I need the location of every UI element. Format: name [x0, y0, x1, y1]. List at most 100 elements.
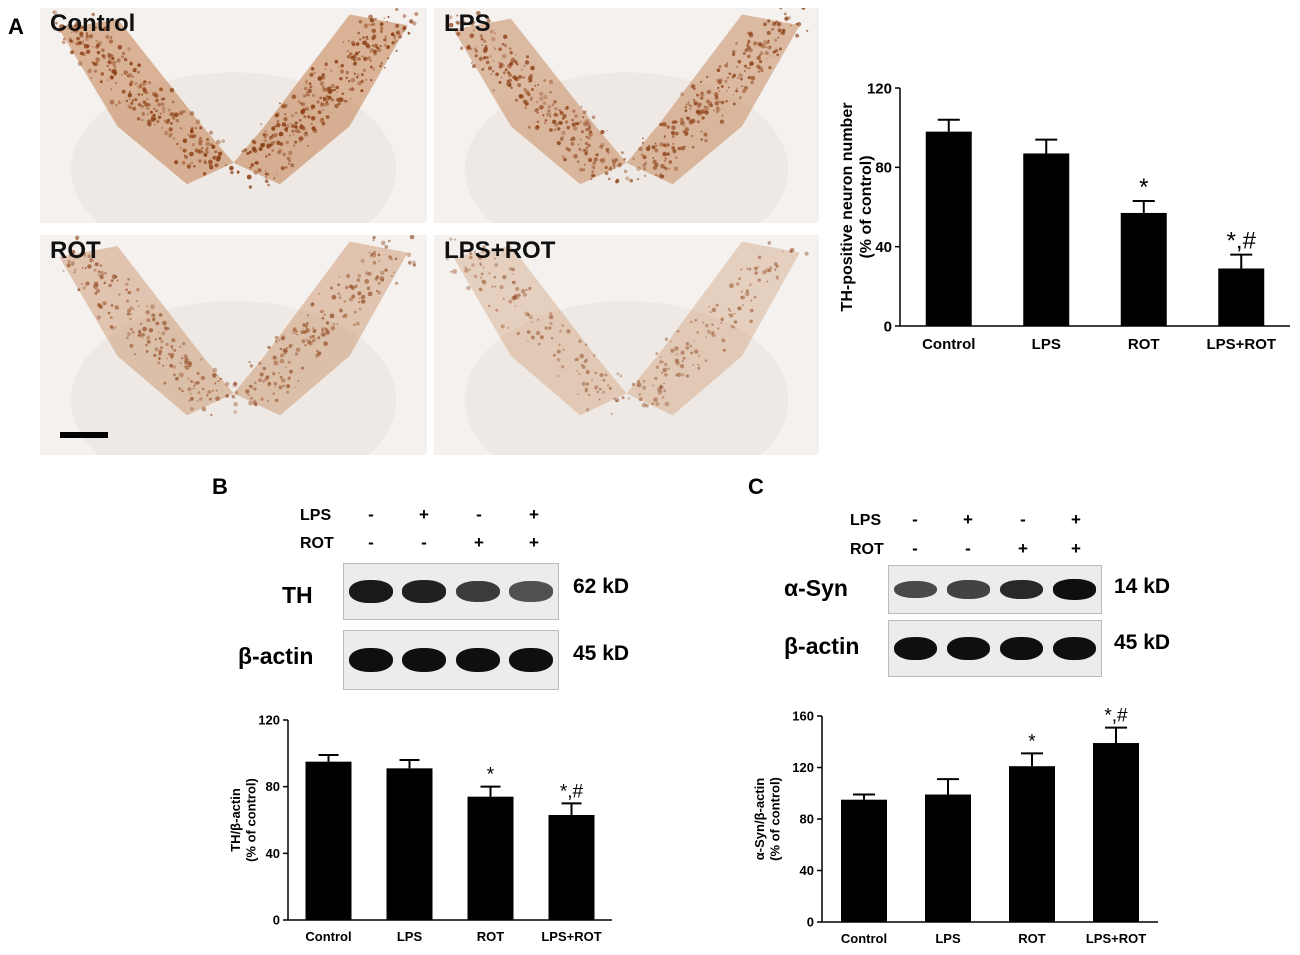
- x-tick-label: LPS: [397, 929, 423, 944]
- significance-marker: *: [487, 765, 495, 786]
- blot-band: [402, 580, 447, 603]
- y-tick-label: 160: [792, 709, 814, 724]
- panel-letter-c: C: [748, 474, 764, 499]
- y-tick-label: 0: [884, 318, 892, 335]
- y-axis-label: (% of control): [858, 155, 875, 258]
- y-tick-label: 120: [258, 713, 280, 728]
- micrograph-control: Control: [40, 8, 427, 223]
- stained-cells: [445, 237, 809, 415]
- y-axis-label: (% of control): [768, 777, 783, 861]
- y-axis-label: TH-positive neuron number: [839, 103, 856, 312]
- y-tick-label: 40: [266, 846, 280, 861]
- significance-marker: *,#: [1104, 706, 1128, 727]
- bar: [1023, 153, 1070, 326]
- x-tick-label: ROT: [1018, 931, 1046, 946]
- blot-band: [893, 580, 938, 599]
- x-tick-label: LPS+ROT: [541, 929, 601, 944]
- x-tick-label: LPS: [1032, 336, 1061, 353]
- y-tick-label: 40: [800, 863, 814, 878]
- blot-band: [509, 647, 554, 673]
- blot-kd: 45 kD: [573, 642, 630, 665]
- chart-c-svg: 0 40 80 120 160 α-Syn/β-actin (% of control) Co…: [752, 706, 1158, 946]
- stained-region-left: [59, 18, 234, 185]
- y-tick-label: 0: [273, 913, 280, 928]
- wb-sign: +: [1018, 539, 1028, 558]
- wb-sign: -: [476, 505, 482, 524]
- blot-band: [348, 579, 393, 604]
- chart-c: 0 40 80 120 160 α-Syn/β-actin (% of control) Co…: [740, 700, 1170, 950]
- stained-cells: [51, 235, 416, 417]
- micrograph-rot: ROT: [40, 235, 427, 455]
- wb-sign: +: [474, 533, 484, 552]
- bar: [386, 768, 433, 920]
- x-tick-label: Control: [305, 929, 351, 944]
- bar: [925, 794, 971, 922]
- chart-b: 0 40 80 120 TH/β-actin (% of control) Control L…: [210, 705, 620, 950]
- blot-band: [455, 647, 500, 673]
- micrograph-label: Control: [50, 10, 136, 37]
- blot-band: [999, 579, 1044, 600]
- blot-band: [1052, 579, 1097, 600]
- stained-cells: [51, 8, 419, 189]
- blot-band: [1052, 636, 1097, 661]
- micrograph-label: LPS+ROT: [444, 237, 556, 264]
- micrograph-label: LPS: [444, 10, 491, 37]
- wb-row-label: LPS: [300, 507, 332, 524]
- blot-name: α-Syn: [784, 575, 848, 601]
- bar: [1120, 212, 1167, 326]
- wb-sign: +: [1071, 539, 1081, 558]
- wb-sign: +: [963, 510, 973, 529]
- stained-region-right: [233, 241, 408, 416]
- wb-sign: -: [912, 539, 918, 558]
- bar: [1218, 268, 1265, 326]
- bar: [548, 815, 595, 920]
- x-tick-label: Control: [841, 931, 887, 946]
- micrograph-image: [434, 235, 819, 455]
- significance-marker: *,#: [560, 781, 584, 802]
- wb-row-label: ROT: [850, 541, 884, 558]
- y-tick-label: 80: [800, 812, 814, 827]
- y-tick-label: 40: [875, 239, 892, 256]
- bar: [1093, 743, 1139, 922]
- stained-region-left: [453, 18, 627, 185]
- tissue-section: [71, 72, 396, 223]
- y-axis-label: (% of control): [244, 778, 259, 862]
- stained-region-right: [626, 241, 800, 416]
- blot-band: [348, 647, 393, 673]
- significance-marker: *: [1028, 731, 1036, 752]
- blot-asyn: [888, 565, 1102, 614]
- blot-band: [999, 636, 1044, 661]
- chart-b-svg: 0 40 80 120 TH/β-actin (% of control) Control L…: [228, 713, 612, 944]
- panel-letter-a: A: [8, 14, 24, 39]
- bar: [925, 131, 972, 326]
- y-tick-label: 80: [875, 160, 892, 177]
- x-tick-label: ROT: [477, 929, 505, 944]
- wb-sign: +: [1071, 510, 1081, 529]
- wb-row-label: ROT: [300, 535, 334, 552]
- x-tick-label: LPS: [935, 931, 961, 946]
- y-tick-label: 120: [792, 760, 814, 775]
- x-tick-label: ROT: [1128, 336, 1160, 353]
- y-axis-label: α-Syn/β-actin: [752, 778, 767, 860]
- western-blot-b: LPS ROT - + - + - - + + TH 62 kD β-actin…: [230, 500, 650, 700]
- stained-region-right: [626, 14, 800, 185]
- micrograph-lps: LPS: [434, 8, 819, 223]
- significance-marker: *,#: [1227, 228, 1257, 255]
- blot-name: TH: [282, 582, 313, 608]
- blot-actin: [343, 630, 559, 690]
- western-blot-c: LPS ROT - + - + - - + + α-Syn 14 kD β-ac…: [770, 505, 1190, 695]
- stained-region-left: [453, 246, 627, 416]
- bar: [1009, 766, 1055, 922]
- x-tick-label: LPS+ROT: [1206, 336, 1276, 353]
- micrograph-image: [40, 8, 427, 223]
- bar: [467, 796, 514, 920]
- x-tick-label: LPS+ROT: [1086, 931, 1146, 946]
- y-tick-label: 80: [266, 779, 280, 794]
- blot-band: [946, 580, 991, 599]
- wb-sign: -: [368, 505, 374, 524]
- micrograph-lps-rot: LPS+ROT: [434, 235, 819, 455]
- wb-sign: -: [965, 539, 971, 558]
- wb-sign: +: [529, 533, 539, 552]
- wb-sign: +: [529, 505, 539, 524]
- tissue-section: [464, 301, 789, 455]
